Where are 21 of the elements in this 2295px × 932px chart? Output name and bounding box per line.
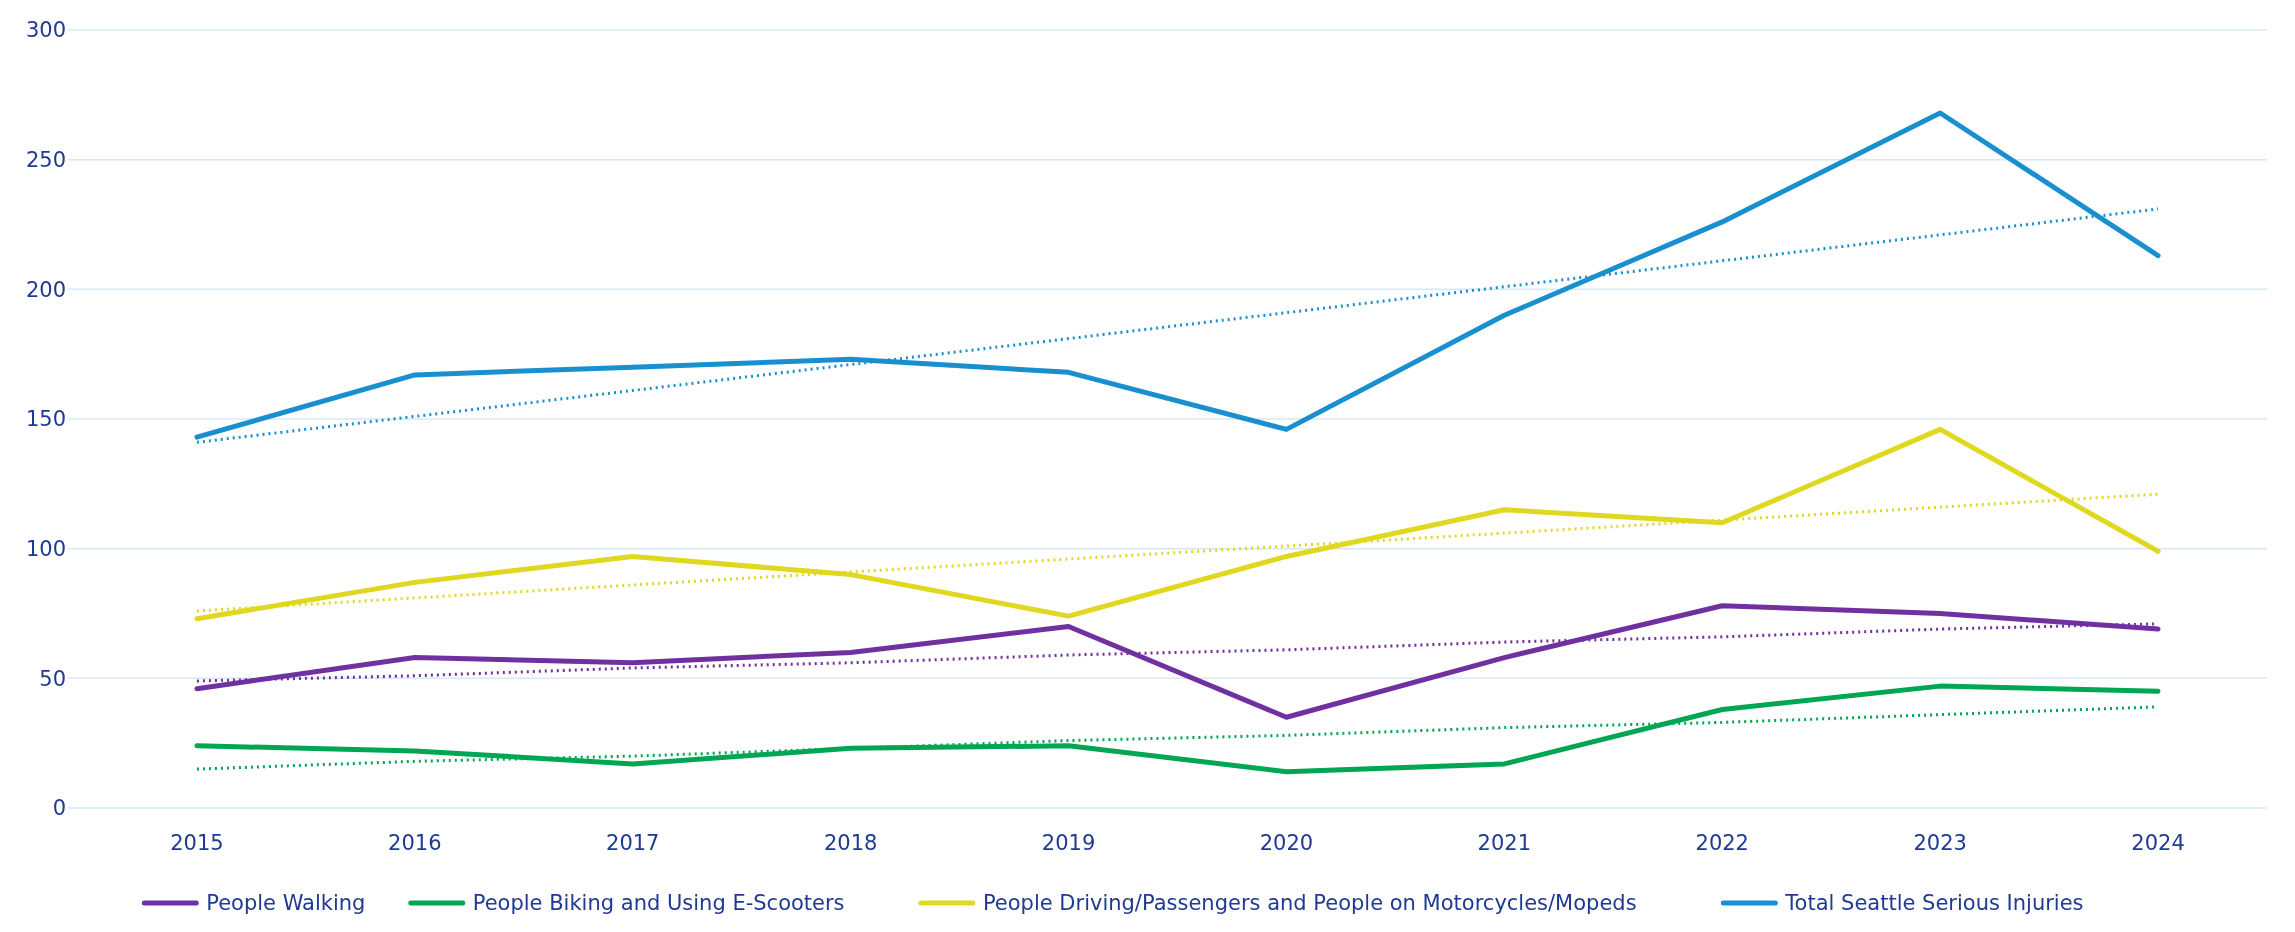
x-tick-label: 2017 <box>606 831 660 855</box>
legend-label: People Biking and Using E-Scooters <box>472 891 845 916</box>
y-tick-label: 50 <box>39 666 66 691</box>
x-tick-label: 2024 <box>2131 831 2185 855</box>
x-tick-label: 2015 <box>170 831 224 855</box>
legend-label: People Walking <box>206 891 366 916</box>
x-tick-label: 2018 <box>823 831 878 855</box>
y-tick-label: 100 <box>25 537 66 562</box>
x-tick-label: 2019 <box>1041 831 1096 855</box>
legend-label: Total Seattle Serious Injuries <box>1784 891 2084 916</box>
x-tick-label: 2021 <box>1477 831 1532 855</box>
x-tick-label: 2020 <box>1259 831 1314 855</box>
y-tick-label: 0 <box>52 796 66 821</box>
y-tick-label: 150 <box>25 407 66 432</box>
y-tick-label: 300 <box>25 18 66 43</box>
legend-label: People Driving/Passengers and People on Motorcycles/Mopeds <box>982 891 1637 916</box>
x-tick-label: 2016 <box>388 831 442 855</box>
y-tick-label: 250 <box>25 148 66 173</box>
x-tick-label: 2023 <box>1913 831 1967 855</box>
x-tick-label: 2022 <box>1695 831 1749 855</box>
y-tick-label: 200 <box>25 277 66 302</box>
